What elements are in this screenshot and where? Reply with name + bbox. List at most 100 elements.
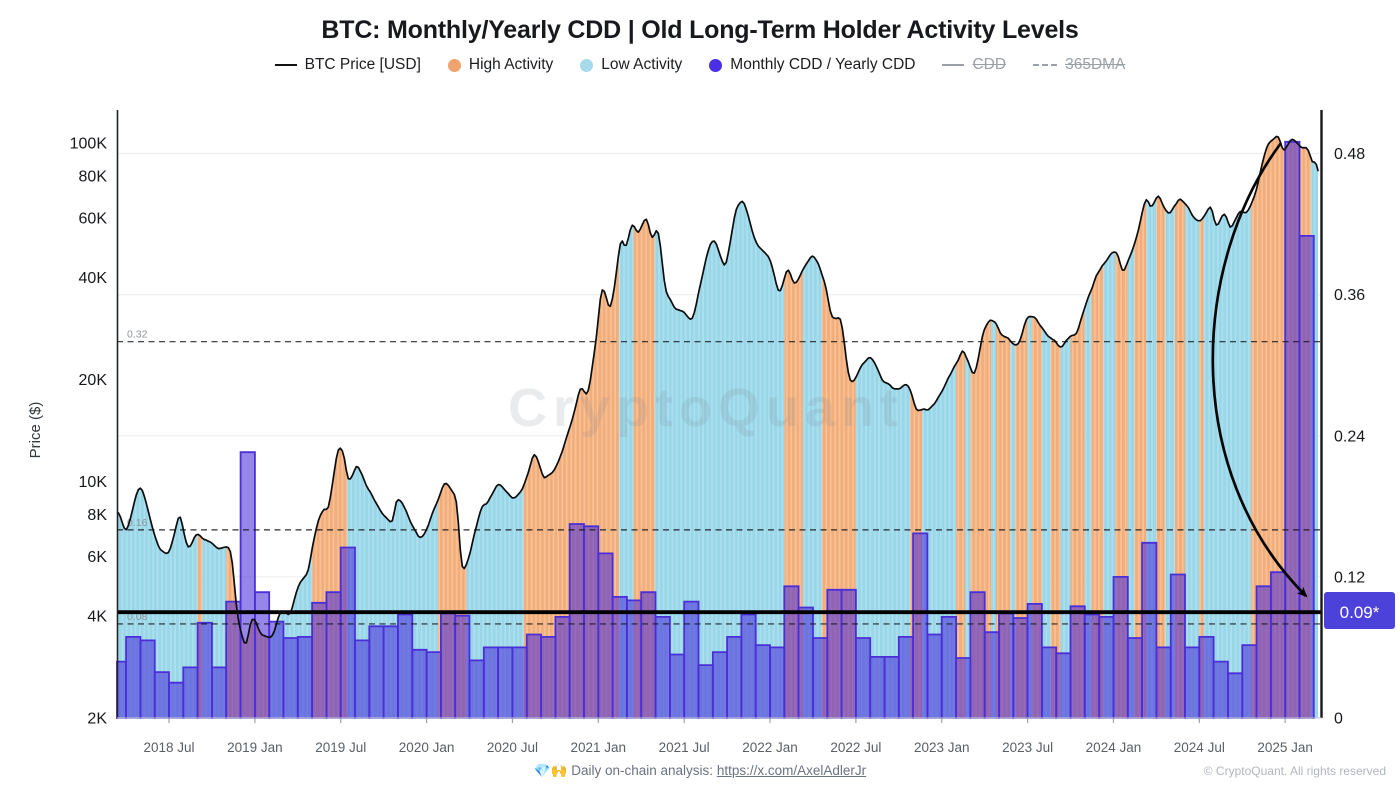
cdd-bar [1141,541,1158,719]
cdd-bar [125,636,142,719]
low-activity-band [654,201,785,718]
x-axis-tick-label: 2023 Jan [914,740,970,755]
legend-item-high-activity[interactable]: High Activity [447,56,554,74]
cdd-bar [840,588,857,719]
cdd-bar [1012,617,1029,719]
legend-item-label: Monthly CDD / Yearly CDD [730,56,916,73]
x-axis-tick-label: 2020 Jul [487,740,538,755]
cdd-bar [597,552,614,719]
cdd-bar [1169,573,1186,719]
chart-title: BTC: Monthly/Yearly CDD | Old Long-Term … [321,16,1079,44]
cdd-bar [153,671,170,719]
cdd-bar [912,532,929,719]
legend-item-btc-price-usd[interactable]: BTC Price [USD] [274,56,421,74]
cdd-bar [440,612,457,719]
cdd-bar [425,651,442,719]
left-axis-tick-label: 20K [79,372,108,389]
legend-item-low-activity[interactable]: Low Activity [580,56,682,74]
level-badge-box [1324,592,1395,629]
left-axis-title: Price ($) [27,402,44,459]
legend-item-365dma[interactable]: 365DMA [1033,56,1125,74]
cdd-bar [139,639,156,719]
cdd-bar [454,614,471,719]
cdd-bar [182,666,199,719]
x-axis-tick-label: 2024 Jul [1174,740,1225,755]
low-activity-band [1185,203,1200,719]
cdd-bar [482,646,499,719]
left-axis-tick-label: 40K [79,270,108,287]
cdd-bar [368,625,385,719]
left-axis-tick-label: 100K [70,136,108,153]
cdd-bar [1255,585,1272,719]
cdd-bar [296,636,313,719]
left-axis-tick-label: 2K [87,711,107,728]
legend-item-monthly-cdd-yearly-cdd[interactable]: Monthly CDD / Yearly CDD [709,56,915,74]
cdd-bar [196,621,213,719]
legend: BTC Price [USD] High Activity Low Activity… [0,56,1400,74]
cdd-bar [354,639,371,719]
cdd-bar [1112,576,1129,719]
legend-item-cdd[interactable]: CDD [942,56,1006,74]
cdd-bar [826,588,843,719]
left-axis-tick-label: 80K [79,168,108,185]
cdd-bar [697,664,714,719]
cdd-bar [983,631,1000,719]
cdd-bar [955,657,972,719]
footer-text: Daily on-chain analysis: [571,763,714,778]
cdd-bar [754,644,771,719]
cdd-bar [554,616,571,719]
cdd-bar [1270,571,1287,719]
cdd-bar [1069,605,1086,719]
cdd-bar [1298,235,1315,719]
low-activity-band [991,320,996,718]
cdd-bar [869,656,886,719]
legend-line-icon [274,64,297,66]
cdd-bar [311,601,328,719]
cdd-bar [1284,140,1301,719]
low-activity-band [1041,327,1051,718]
legend-dashed-line-icon [1033,64,1058,66]
cdd-bar [525,633,542,719]
footer-link[interactable]: https://x.com/AxelAdlerJr [716,763,867,778]
low-activity-band [619,225,634,718]
cdd-bar [683,600,700,719]
annotation-arrow-icon [1211,142,1308,598]
cdd-bar [1041,646,1058,719]
x-axis-tick-label: 2019 Jan [227,740,283,755]
cdd-bar [726,636,743,719]
cdd-bar [926,633,943,719]
legend-item-label: 365DMA [1065,56,1126,73]
right-axis-tick-label: 0.48 [1334,146,1365,163]
cdd-bar [897,636,914,719]
cdd-bar [883,656,900,719]
left-axis-tick-label: 6K [87,549,107,566]
level-badge: 0.09* [1324,592,1395,629]
cdd-bar [1155,646,1172,719]
cdd-bar [669,653,686,719]
x-axis-tick-label: 2020 Jan [399,740,455,755]
level-badge-label: 0.09* [1340,603,1380,622]
cdd-bar [940,616,957,719]
cdd-bar [812,637,829,719]
axes: 2K 4K 6K 8K 10K 20K 40K 60K 80K 100K 0 0.12 0.24 0.36… [27,110,1365,755]
x-axis-tick-label: 2021 Jan [571,740,627,755]
cdd-bar [769,646,786,719]
cdd-bar [1212,660,1229,719]
right-axis-tick-label: 0 [1334,711,1343,728]
cdd-bar [116,660,127,719]
legend-item-label: CDD [972,56,1007,73]
x-axis-tick-label: 2023 Jul [1002,740,1053,755]
high-activity-band [1091,264,1104,718]
footer-emoji-icon: 💎🙌 [533,763,568,778]
cdd-bar [1098,616,1115,719]
cdd-bar [339,546,356,719]
cdd-bar [1241,644,1258,719]
right-axis-tick-label: 0.24 [1334,428,1365,445]
x-axis-tick-label: 2024 Jan [1086,740,1142,755]
footer: 💎🙌 Daily on-chain analysis: https://x.co… [0,763,1400,779]
cdd-bar [568,523,585,719]
legend-item-label: High Activity [468,56,554,73]
high-activity-band [956,351,965,718]
